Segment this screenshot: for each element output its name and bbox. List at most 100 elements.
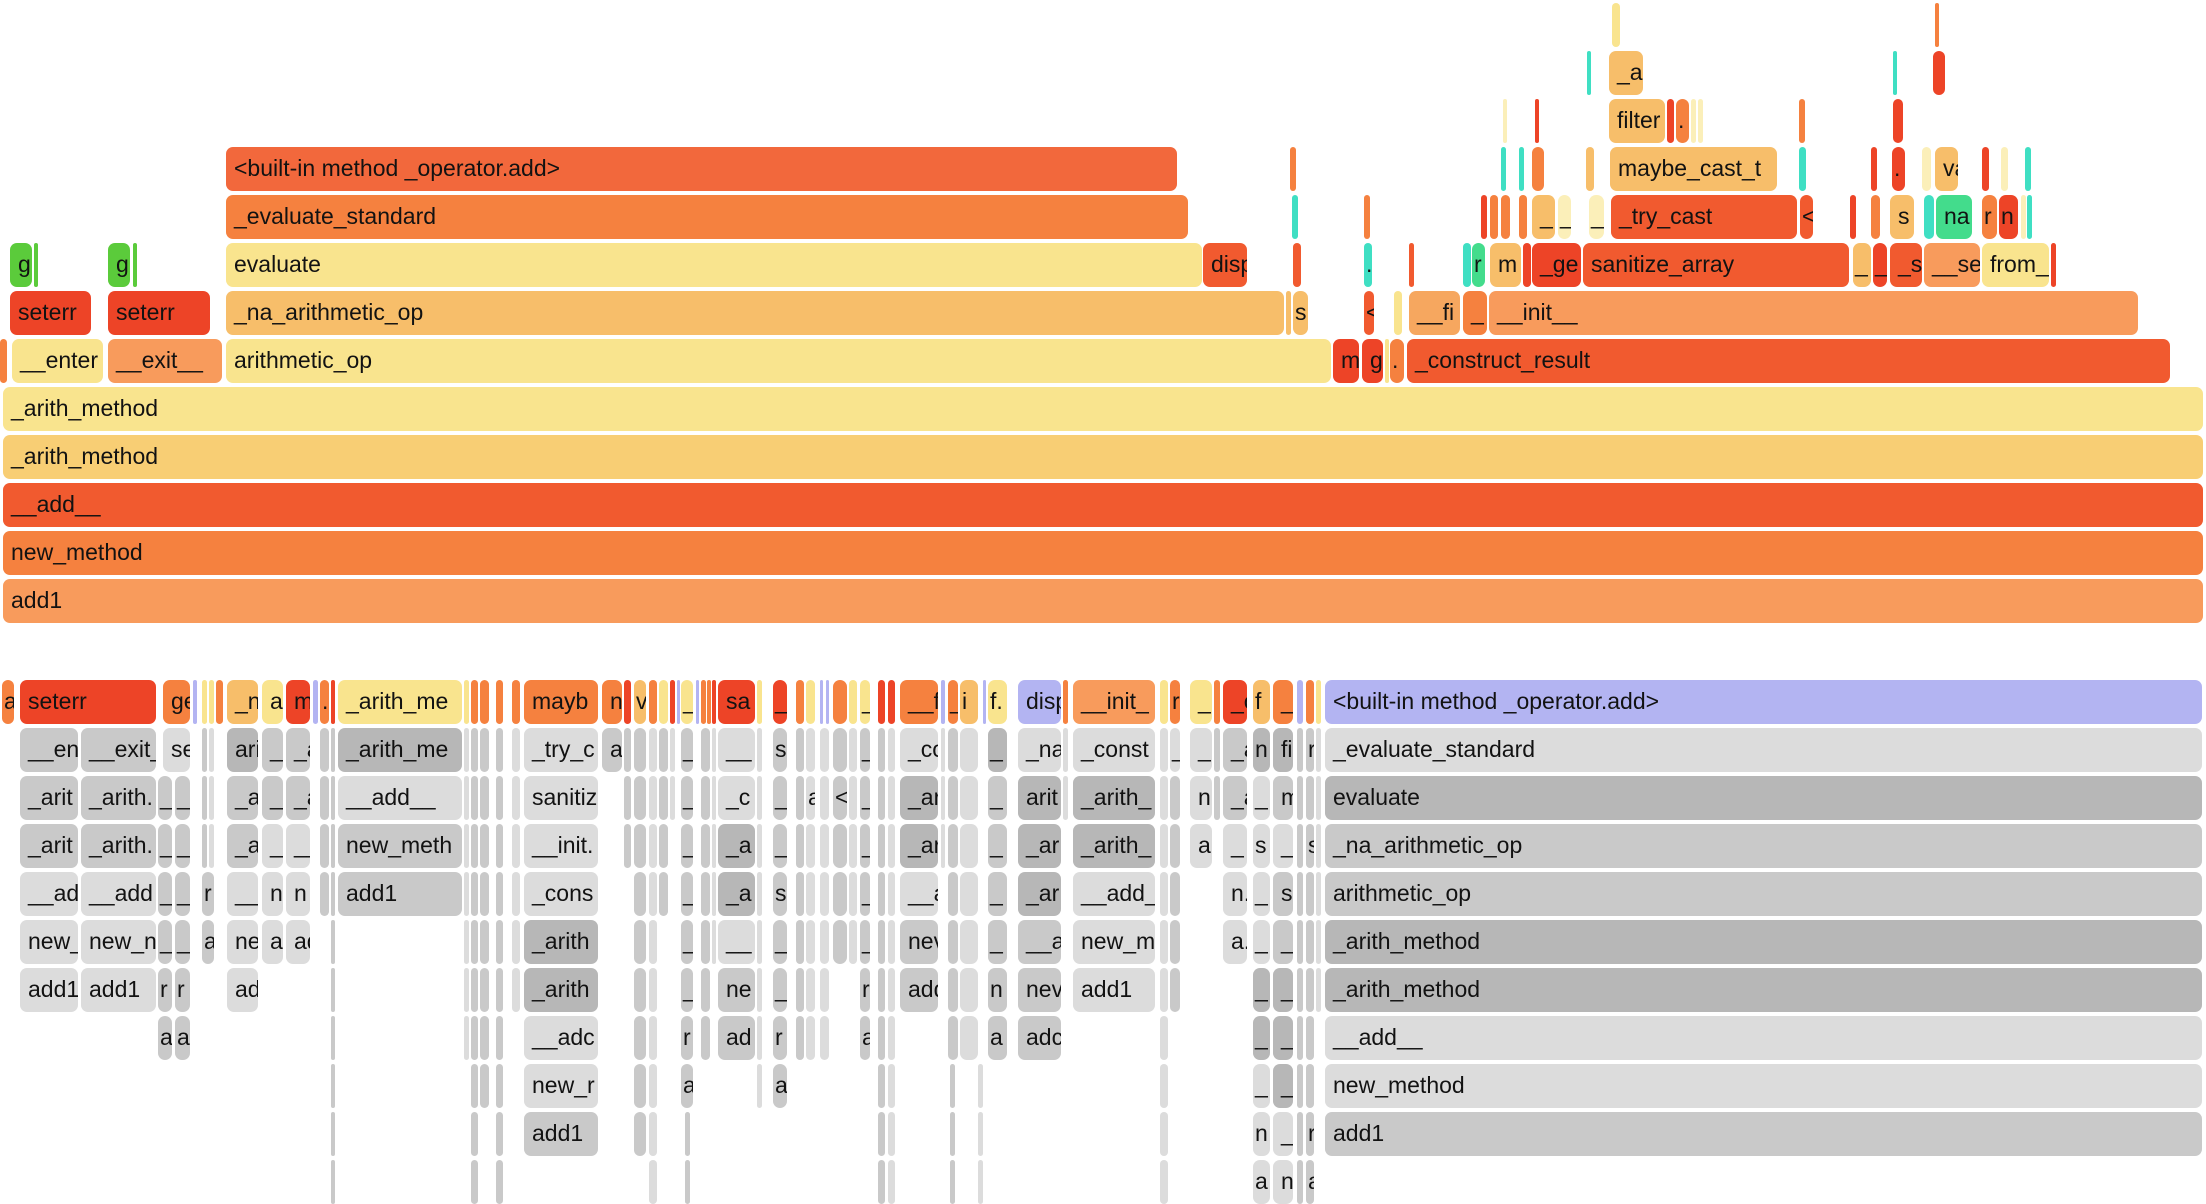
caller-frame-n[interactable]: n (1273, 1160, 1293, 1204)
leaf-frame-f-[interactable]: f. (988, 680, 1007, 724)
frame-sliver[interactable] (1850, 195, 1856, 239)
caller-frame-sliver[interactable] (878, 1016, 885, 1060)
caller-frame-sliver[interactable] (833, 728, 847, 772)
caller-frame-sliver[interactable] (941, 776, 945, 820)
caller-frame-_[interactable]: _ (681, 920, 693, 964)
caller-frame-adc[interactable]: adc (1018, 1016, 1061, 1060)
frame-sliver[interactable] (1409, 243, 1414, 287)
caller-frame-sliver[interactable] (1297, 920, 1303, 964)
caller-frame-add1[interactable]: add1 (20, 968, 78, 1012)
leaf-frame-_n[interactable]: _n (227, 680, 258, 724)
caller-frame-sliver[interactable] (464, 920, 469, 964)
caller-frame-sliver[interactable] (496, 968, 503, 1012)
caller-frame-n-[interactable]: n. (1223, 872, 1247, 916)
frame-arithmetic_op[interactable]: arithmetic_op (226, 339, 1331, 383)
caller-frame-sliver[interactable] (1160, 824, 1168, 868)
leaf-frame-i[interactable]: i (960, 680, 978, 724)
caller-frame-_arith[interactable]: _arith (524, 920, 598, 964)
caller-frame-evaluate[interactable]: evaluate (1325, 776, 2202, 820)
caller-frame-sliver[interactable] (806, 872, 815, 916)
caller-frame-_[interactable]: _ (1273, 1064, 1293, 1108)
caller-frame-_[interactable]: _ (773, 968, 787, 1012)
frame-_arith_method[interactable]: _arith_method (3, 435, 2203, 479)
caller-frame-sliver[interactable] (1170, 920, 1180, 964)
caller-frame-sliver[interactable] (1297, 872, 1303, 916)
caller-frame-sliver[interactable] (757, 920, 762, 964)
frame-_[interactable]: _ (1873, 243, 1887, 287)
caller-frame-sliver[interactable] (1170, 968, 1180, 1012)
leaf-frame-sliver[interactable] (1306, 680, 1314, 724)
caller-frame-sliver[interactable] (634, 1016, 646, 1060)
caller-frame-sliver[interactable] (950, 1112, 955, 1156)
caller-frame-sliver[interactable] (712, 824, 716, 868)
caller-frame-sliver[interactable] (806, 968, 815, 1012)
frame-sliver[interactable] (1501, 195, 1510, 239)
caller-frame-sliver[interactable] (757, 728, 762, 772)
caller-frame-sliver[interactable] (685, 1112, 690, 1156)
frame-from_[interactable]: from_ (1982, 243, 2049, 287)
caller-frame-sliver[interactable] (712, 776, 716, 820)
caller-frame-sliver[interactable] (1316, 824, 1321, 868)
frame-maybe_cast_t[interactable]: maybe_cast_t (1610, 147, 1777, 191)
caller-frame-ad[interactable]: ad (227, 968, 258, 1012)
frame-__enter[interactable]: __enter (12, 339, 103, 383)
caller-frame-_[interactable]: _ (1253, 968, 1270, 1012)
caller-frame-_ar[interactable]: _ar (900, 824, 938, 868)
leaf-frame-sliver[interactable] (806, 680, 815, 724)
frame-va[interactable]: va (1935, 147, 1958, 191)
caller-frame-_na[interactable]: _na (1018, 728, 1061, 772)
caller-frame-ne[interactable]: ne (227, 920, 258, 964)
caller-frame-sliver[interactable] (649, 920, 657, 964)
frame-filter[interactable]: filter (1609, 99, 1665, 143)
caller-frame-sliver[interactable] (496, 728, 503, 772)
leaf-frame-_[interactable]: _ (948, 680, 958, 724)
caller-frame-sliver[interactable] (888, 1016, 895, 1060)
leaf-frame-disp[interactable]: disp (1018, 680, 1061, 724)
frame--[interactable]: < (1800, 195, 1813, 239)
frame-n[interactable]: n (1999, 195, 2018, 239)
caller-frame-sliver[interactable] (820, 824, 829, 868)
caller-frame-sliver[interactable] (888, 728, 895, 772)
caller-frame-sliver[interactable] (820, 968, 829, 1012)
caller-frame-sliver[interactable] (331, 1160, 335, 1204)
caller-frame-sliver[interactable] (806, 728, 815, 772)
caller-frame-_[interactable]: _ (1253, 776, 1270, 820)
caller-frame-sliver[interactable] (512, 824, 520, 868)
caller-frame-sliver[interactable] (1160, 1160, 1168, 1204)
leaf-frame-sliver[interactable] (216, 680, 223, 724)
caller-frame-a[interactable]: a (860, 1016, 870, 1060)
frame-sliver[interactable] (1893, 99, 1903, 143)
caller-frame-sliver[interactable] (471, 824, 478, 868)
leaf-frame-sliver[interactable] (659, 680, 668, 724)
caller-frame-_ar[interactable]: _ar (1018, 824, 1061, 868)
caller-frame-_arith_[interactable]: _arith_ (1073, 776, 1155, 820)
caller-frame-_[interactable]: _ (1273, 968, 1293, 1012)
caller-frame-__ad[interactable]: __ad (20, 872, 78, 916)
caller-frame-new_meth[interactable]: new_meth (338, 824, 462, 868)
caller-frame-sliver[interactable] (1297, 1016, 1303, 1060)
caller-frame-__add_[interactable]: __add_ (1073, 872, 1155, 916)
frame-_ge[interactable]: _ge (1532, 243, 1581, 287)
caller-frame-sliver[interactable] (1170, 824, 1180, 868)
caller-frame-arithmetic_op[interactable]: arithmetic_op (1325, 872, 2202, 916)
leaf-frame-sliver[interactable] (649, 680, 657, 724)
leaf-frame-sliver[interactable] (849, 680, 857, 724)
caller-frame-_[interactable]: _ (988, 872, 1007, 916)
leaf-frame-m[interactable]: m (286, 680, 310, 724)
frame-sliver[interactable] (1293, 243, 1301, 287)
caller-frame-sliver[interactable] (331, 920, 335, 964)
caller-frame-_[interactable]: _ (988, 920, 1007, 964)
caller-frame-r[interactable]: r (1306, 1112, 1314, 1156)
caller-frame-_[interactable]: _ (681, 776, 693, 820)
caller-frame-sliver[interactable] (806, 920, 815, 964)
caller-frame-_[interactable]: _ (175, 776, 190, 820)
caller-frame-_a[interactable]: _a (286, 776, 310, 820)
leaf-frame-_[interactable]: _ (681, 680, 693, 724)
frame-__add__[interactable]: __add__ (3, 483, 2203, 527)
leaf-frame-sliver[interactable] (496, 680, 503, 724)
caller-frame-sliver[interactable] (496, 1160, 503, 1204)
frame-sliver[interactable] (1667, 99, 1674, 143)
frame-g[interactable]: g (10, 243, 32, 287)
caller-frame-_[interactable]: _ (988, 776, 1007, 820)
caller-frame-sliver[interactable] (757, 1064, 762, 1108)
